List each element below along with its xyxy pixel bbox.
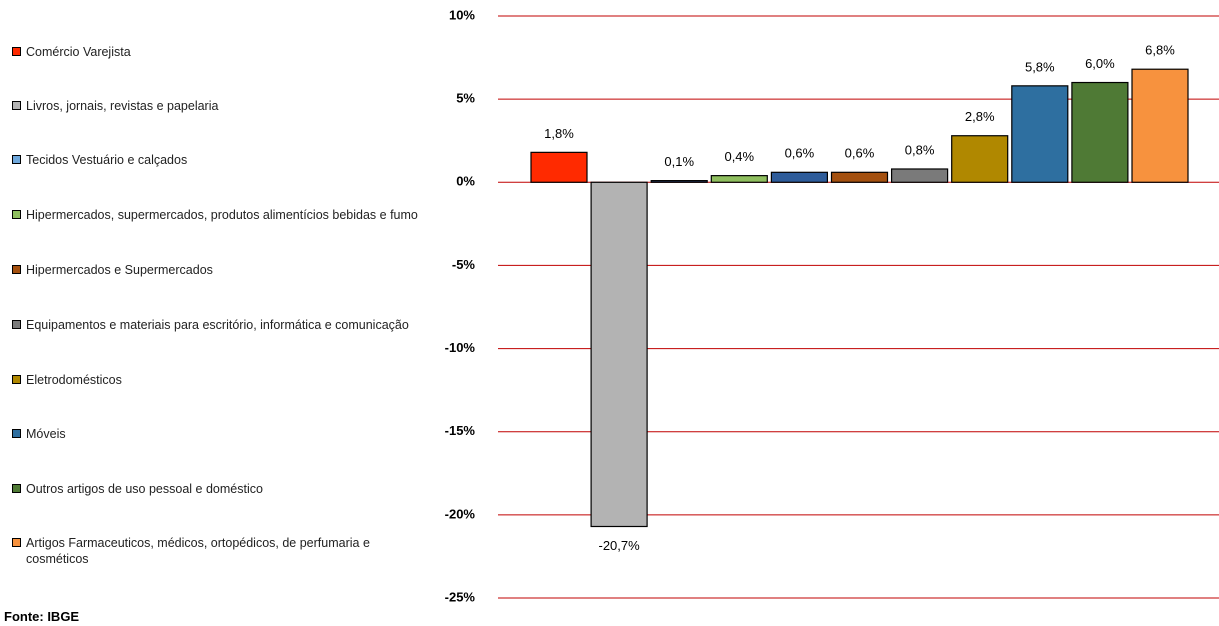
legend-swatch: [12, 265, 21, 274]
bar: [1011, 85, 1069, 183]
y-tick-label: -5%: [452, 257, 476, 272]
bar: [830, 171, 889, 183]
legend-item: Livros, jornais, revistas e papelaria: [12, 98, 432, 114]
bar: [1131, 68, 1189, 183]
y-tick-label: -10%: [445, 340, 476, 355]
value-label: 0,6%: [845, 146, 875, 161]
legend-label: Outros artigos de uso pessoal e doméstic…: [26, 482, 263, 496]
legend-label: Tecidos Vestuário e calçados: [26, 153, 188, 167]
legend-label: Móveis: [26, 427, 66, 441]
legend-item: Artigos Farmaceuticos, médicos, ortopédi…: [12, 535, 432, 567]
legend-label: Livros, jornais, revistas e papelaria: [26, 99, 219, 113]
legend-swatch: [12, 375, 21, 384]
y-tick-label: -15%: [445, 423, 476, 438]
y-tick-label: -25%: [445, 589, 476, 604]
source: Fonte: IBGE: [4, 609, 80, 624]
value-label: 0,6%: [785, 146, 815, 161]
legend-label: Hipermercados e Supermercados: [26, 263, 213, 277]
legend-label: Comércio Varejista: [26, 45, 131, 59]
legend-swatch: [12, 210, 21, 219]
value-label: 0,4%: [724, 149, 754, 164]
value-label: -20,7%: [598, 538, 640, 553]
legend-swatch: [12, 429, 21, 438]
bar: [710, 175, 768, 183]
legend-item: Hipermercados e Supermercados: [12, 262, 432, 278]
value-label: 1,8%: [544, 126, 574, 141]
value-label: 0,8%: [905, 142, 935, 157]
legend-label: Equipamentos e materiais para escritório…: [26, 318, 409, 332]
value-label: 6,8%: [1145, 43, 1175, 58]
bar: [770, 171, 829, 183]
legend-item: Comércio Varejista: [12, 44, 432, 60]
value-label: 0,1%: [664, 154, 694, 169]
value-label: 2,8%: [965, 109, 995, 124]
bar: [1071, 81, 1129, 183]
bar: [951, 135, 1009, 183]
legend-swatch: [12, 47, 21, 56]
bar: [530, 151, 588, 183]
value-label: 5,8%: [1025, 59, 1055, 74]
legend-item: Equipamentos e materiais para escritório…: [12, 317, 432, 333]
legend-swatch: [12, 484, 21, 493]
legend-label: Artigos Farmaceuticos, médicos, ortopédi…: [26, 536, 370, 566]
legend-item: Hipermercados, supermercados, produtos a…: [12, 207, 432, 223]
y-tick-label: -20%: [445, 506, 476, 521]
y-tick-label: 0%: [456, 174, 475, 189]
bar: [650, 180, 708, 183]
y-tick-label: 10%: [449, 7, 475, 22]
legend-swatch: [12, 538, 21, 547]
legend-item: Móveis: [12, 426, 432, 442]
bar: [890, 168, 949, 183]
bar: [590, 181, 648, 528]
legend-item: Tecidos Vestuário e calçados: [12, 152, 432, 168]
legend-label: Hipermercados, supermercados, produtos a…: [26, 208, 418, 222]
legend-item: Outros artigos de uso pessoal e doméstic…: [12, 481, 432, 497]
value-label: 6,0%: [1085, 56, 1115, 71]
legend-swatch: [12, 320, 21, 329]
legend-swatch: [12, 155, 21, 164]
y-tick-label: 5%: [456, 91, 475, 106]
legend-swatch: [12, 101, 21, 110]
legend-label: Eletrodomésticos: [26, 373, 122, 387]
legend-item: Eletrodomésticos: [12, 372, 432, 388]
